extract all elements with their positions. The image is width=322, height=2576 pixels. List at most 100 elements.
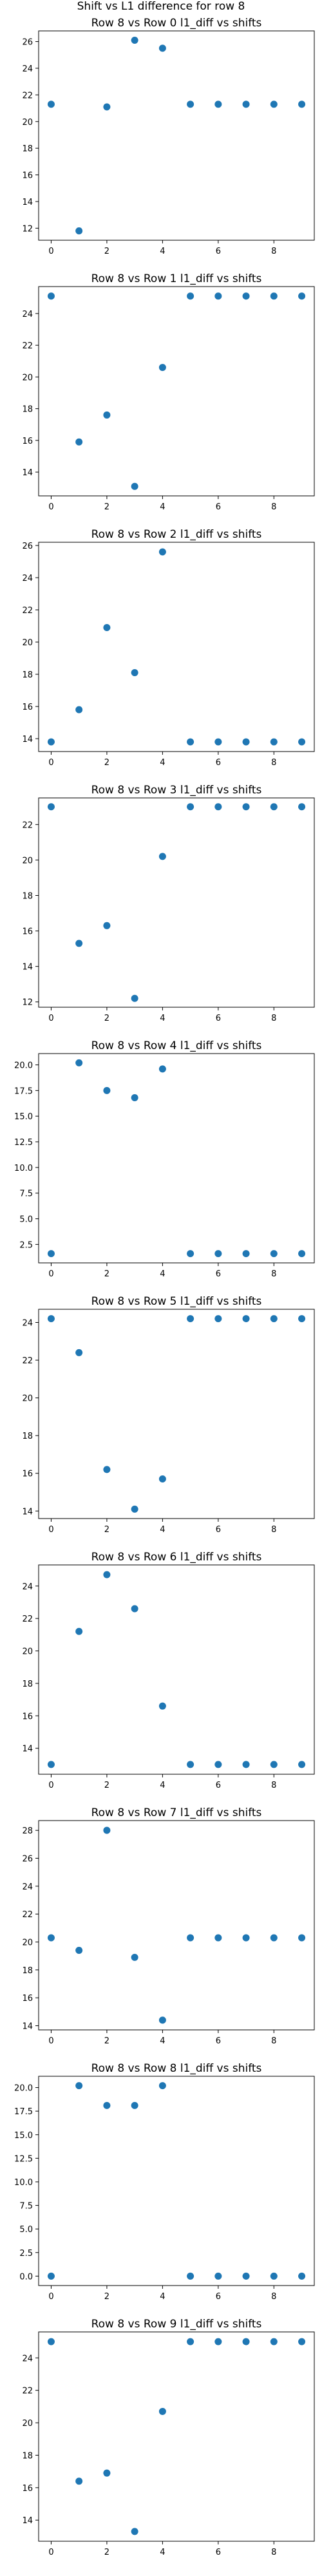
x-tick-label: 4 bbox=[160, 1525, 165, 1535]
data-point bbox=[103, 411, 111, 419]
x-tick-label: 0 bbox=[48, 247, 53, 256]
x-tick-label: 2 bbox=[104, 247, 109, 256]
data-point bbox=[47, 292, 55, 300]
y-tick-label: 5.0 bbox=[19, 1215, 33, 1224]
data-point bbox=[187, 1934, 194, 1942]
data-point bbox=[298, 803, 306, 811]
x-tick-label: 8 bbox=[271, 1269, 276, 1279]
figure-suptitle: Shift vs L1 difference for row 8 bbox=[77, 0, 245, 13]
data-point bbox=[131, 1505, 138, 1513]
data-point bbox=[47, 1250, 55, 1258]
x-tick-label: 6 bbox=[216, 1014, 221, 1023]
x-tick-label: 2 bbox=[104, 1781, 109, 1790]
data-point bbox=[47, 803, 55, 811]
y-tick-label: 24 bbox=[22, 1882, 33, 1892]
axes-frame bbox=[38, 2331, 315, 2542]
y-tick-label: 24 bbox=[22, 310, 33, 319]
y-tick-label: 18 bbox=[22, 2451, 33, 2461]
y-tick-label: 5.0 bbox=[19, 2225, 33, 2235]
data-point bbox=[131, 2101, 138, 2109]
data-point bbox=[131, 482, 138, 490]
y-tick-label: 2.5 bbox=[19, 1240, 33, 1250]
x-tick-label: 8 bbox=[271, 2292, 276, 2302]
y-tick-label: 22 bbox=[22, 1910, 33, 1920]
data-point bbox=[242, 2272, 250, 2280]
data-point bbox=[187, 1250, 194, 1258]
y-tick-label: 20 bbox=[22, 856, 33, 866]
data-point bbox=[214, 1315, 222, 1323]
y-tick-label: 28 bbox=[22, 1826, 33, 1836]
data-point bbox=[187, 2272, 194, 2280]
x-tick-label: 4 bbox=[160, 758, 165, 768]
x-tick-label: 6 bbox=[216, 502, 221, 512]
data-point bbox=[158, 1702, 166, 1710]
y-tick-label: 18 bbox=[22, 1432, 33, 1441]
y-tick-label: 22 bbox=[22, 2387, 33, 2396]
x-tick-label: 8 bbox=[271, 502, 276, 512]
x-tick-label: 8 bbox=[271, 2036, 276, 2046]
data-point bbox=[270, 1315, 278, 1323]
subplot-3: Row 8 vs Row 3 l1_diff vs shifts 0 2 4 6 8 12 1… bbox=[22, 784, 315, 1023]
y-tick-label: 20 bbox=[22, 373, 33, 383]
x-tick-label: 6 bbox=[216, 1781, 221, 1790]
data-point bbox=[75, 1059, 83, 1066]
x-tick-label: 6 bbox=[216, 2548, 221, 2557]
y-tick-label: 10.0 bbox=[14, 2178, 33, 2188]
y-tick-label: 16 bbox=[22, 1994, 33, 2003]
data-point bbox=[242, 1315, 250, 1323]
y-tick-label: 20 bbox=[22, 2419, 33, 2429]
subplot-title: Row 8 vs Row 8 l1_diff vs shifts bbox=[91, 2062, 262, 2075]
data-point bbox=[187, 1761, 194, 1768]
data-point bbox=[75, 1947, 83, 1954]
data-point bbox=[47, 1761, 55, 1768]
x-tick-label: 6 bbox=[216, 2292, 221, 2302]
axes-frame bbox=[38, 797, 315, 1008]
data-point bbox=[131, 1953, 138, 1961]
data-point bbox=[103, 1466, 111, 1473]
y-tick-label: 24 bbox=[22, 574, 33, 583]
data-point bbox=[242, 738, 250, 746]
y-tick-label: 14 bbox=[22, 735, 33, 744]
data-point bbox=[187, 738, 194, 746]
data-point bbox=[47, 738, 55, 746]
axes-frame bbox=[38, 2076, 315, 2286]
y-tick-label: 14 bbox=[22, 1507, 33, 1517]
y-tick-label: 16 bbox=[22, 1470, 33, 1479]
y-tick-label: 26 bbox=[22, 1855, 33, 1864]
axes-frame bbox=[38, 30, 315, 241]
data-point bbox=[298, 1315, 306, 1323]
data-point bbox=[158, 2082, 166, 2090]
x-tick-label: 0 bbox=[48, 1269, 53, 1279]
x-tick-label: 2 bbox=[104, 758, 109, 768]
subplot-title: Row 8 vs Row 6 l1_diff vs shifts bbox=[91, 1551, 262, 1564]
y-tick-label: 20 bbox=[22, 1394, 33, 1404]
y-tick-label: 7.5 bbox=[19, 2202, 33, 2211]
x-tick-label: 8 bbox=[271, 1014, 276, 1023]
y-tick-label: 14 bbox=[22, 2022, 33, 2032]
y-tick-label: 15.0 bbox=[14, 2131, 33, 2141]
subplot-title: Row 8 vs Row 3 l1_diff vs shifts bbox=[91, 784, 262, 797]
data-point bbox=[298, 1934, 306, 1942]
data-point bbox=[298, 738, 306, 746]
y-tick-label: 14 bbox=[22, 468, 33, 478]
y-tick-label: 12 bbox=[22, 224, 33, 234]
y-tick-label: 17.5 bbox=[14, 1086, 33, 1096]
y-tick-label: 7.5 bbox=[19, 1189, 33, 1199]
subplot-title: Row 8 vs Row 9 l1_diff vs shifts bbox=[91, 2318, 262, 2331]
axes-frame bbox=[38, 1564, 315, 1775]
data-point bbox=[47, 1315, 55, 1323]
data-point bbox=[158, 44, 166, 52]
axes-frame bbox=[38, 542, 315, 752]
x-tick-label: 0 bbox=[48, 502, 53, 512]
x-tick-label: 8 bbox=[271, 758, 276, 768]
subplot-4: Row 8 vs Row 4 l1_diff vs shifts 0 2 4 6 8 2.5… bbox=[14, 1039, 315, 1279]
data-point bbox=[131, 1094, 138, 1102]
y-tick-label: 20 bbox=[22, 638, 33, 648]
data-point bbox=[103, 103, 111, 111]
data-point bbox=[214, 2338, 222, 2345]
data-point bbox=[242, 292, 250, 300]
